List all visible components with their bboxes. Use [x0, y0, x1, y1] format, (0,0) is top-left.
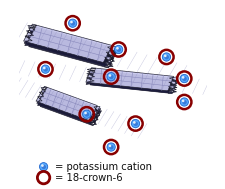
- Circle shape: [109, 145, 113, 149]
- Polygon shape: [36, 86, 99, 122]
- Polygon shape: [25, 29, 117, 68]
- Text: = 18-crown-6: = 18-crown-6: [55, 173, 122, 183]
- Polygon shape: [38, 102, 91, 124]
- Circle shape: [181, 76, 184, 79]
- Circle shape: [181, 100, 186, 105]
- Polygon shape: [37, 88, 100, 124]
- Circle shape: [133, 121, 135, 124]
- Circle shape: [106, 143, 115, 151]
- Circle shape: [114, 45, 122, 54]
- Circle shape: [43, 67, 48, 72]
- Circle shape: [68, 19, 76, 27]
- Circle shape: [84, 112, 89, 117]
- Circle shape: [82, 110, 90, 118]
- Circle shape: [164, 55, 168, 60]
- Circle shape: [41, 65, 49, 73]
- Polygon shape: [27, 42, 107, 66]
- Polygon shape: [24, 26, 116, 66]
- Circle shape: [39, 163, 47, 171]
- Polygon shape: [37, 91, 101, 126]
- Circle shape: [84, 112, 87, 114]
- Circle shape: [162, 53, 170, 61]
- Circle shape: [41, 164, 44, 167]
- Circle shape: [70, 21, 75, 26]
- Circle shape: [109, 75, 113, 79]
- Circle shape: [70, 21, 72, 23]
- Polygon shape: [86, 68, 177, 91]
- Circle shape: [163, 54, 166, 57]
- Circle shape: [131, 119, 139, 128]
- Circle shape: [106, 73, 115, 81]
- Circle shape: [116, 47, 121, 52]
- Circle shape: [181, 100, 184, 102]
- Circle shape: [116, 47, 118, 50]
- Circle shape: [43, 67, 45, 69]
- Polygon shape: [89, 83, 171, 94]
- Text: = potassium cation: = potassium cation: [55, 162, 151, 172]
- Circle shape: [108, 74, 111, 77]
- Circle shape: [41, 165, 46, 169]
- Polygon shape: [23, 24, 116, 64]
- Circle shape: [108, 145, 111, 147]
- Polygon shape: [86, 70, 177, 94]
- Circle shape: [179, 74, 188, 83]
- Circle shape: [179, 98, 188, 106]
- Circle shape: [133, 122, 137, 126]
- Circle shape: [181, 77, 186, 81]
